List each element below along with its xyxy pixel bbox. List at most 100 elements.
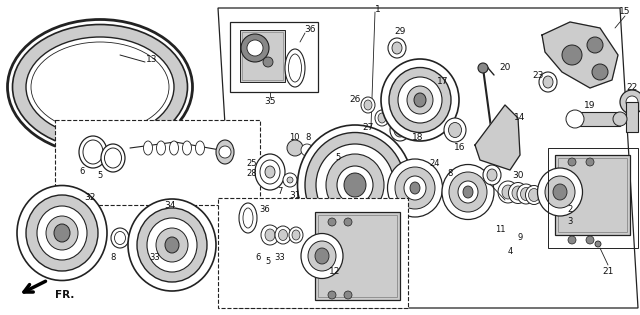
Ellipse shape — [275, 226, 291, 244]
Ellipse shape — [509, 182, 527, 203]
Bar — [230, 22, 318, 92]
Circle shape — [566, 110, 584, 128]
Text: 3: 3 — [567, 217, 573, 226]
Text: 24: 24 — [429, 158, 440, 168]
Text: 8: 8 — [110, 254, 116, 262]
Circle shape — [562, 45, 582, 65]
Ellipse shape — [395, 167, 435, 209]
Circle shape — [283, 173, 297, 187]
Ellipse shape — [13, 25, 188, 150]
Ellipse shape — [381, 59, 459, 141]
Ellipse shape — [364, 100, 372, 110]
Text: 9: 9 — [517, 233, 523, 243]
Circle shape — [344, 291, 352, 299]
Ellipse shape — [26, 195, 98, 271]
Text: 18: 18 — [412, 134, 424, 142]
Ellipse shape — [144, 234, 150, 242]
Text: 15: 15 — [620, 8, 631, 16]
Ellipse shape — [316, 144, 394, 226]
Ellipse shape — [216, 140, 234, 164]
Ellipse shape — [292, 230, 300, 240]
Ellipse shape — [128, 199, 216, 291]
Text: 16: 16 — [454, 144, 466, 152]
Text: 1: 1 — [375, 5, 381, 14]
Ellipse shape — [407, 86, 433, 114]
Ellipse shape — [502, 185, 514, 199]
Ellipse shape — [8, 20, 193, 154]
Ellipse shape — [444, 118, 466, 142]
Bar — [626, 102, 638, 132]
Ellipse shape — [305, 133, 405, 238]
Ellipse shape — [165, 237, 179, 253]
Circle shape — [595, 241, 601, 247]
Ellipse shape — [375, 110, 389, 126]
Text: 11: 11 — [495, 226, 505, 234]
Bar — [315, 212, 400, 300]
Bar — [218, 198, 408, 308]
Ellipse shape — [398, 77, 442, 123]
Text: 2: 2 — [568, 205, 573, 215]
Ellipse shape — [308, 241, 336, 271]
Ellipse shape — [337, 166, 373, 204]
Text: 5: 5 — [335, 153, 340, 163]
Ellipse shape — [137, 208, 207, 282]
Circle shape — [287, 140, 303, 156]
Ellipse shape — [389, 67, 451, 133]
Ellipse shape — [543, 76, 553, 88]
Ellipse shape — [387, 159, 442, 217]
Bar — [318, 215, 397, 297]
Ellipse shape — [390, 119, 410, 141]
Ellipse shape — [153, 232, 163, 244]
Circle shape — [344, 218, 352, 226]
Text: 8: 8 — [305, 134, 310, 142]
Text: 26: 26 — [349, 95, 361, 105]
Ellipse shape — [147, 218, 197, 272]
Circle shape — [241, 34, 269, 62]
Ellipse shape — [31, 42, 169, 132]
Text: 34: 34 — [164, 201, 176, 209]
Circle shape — [626, 96, 638, 108]
Bar — [555, 155, 630, 235]
Bar — [558, 158, 627, 232]
Circle shape — [620, 90, 640, 114]
Ellipse shape — [155, 234, 161, 242]
Text: 13: 13 — [147, 55, 157, 65]
Ellipse shape — [301, 233, 343, 278]
Ellipse shape — [410, 182, 420, 194]
Ellipse shape — [458, 181, 478, 203]
Ellipse shape — [404, 176, 426, 200]
Ellipse shape — [115, 232, 125, 244]
Ellipse shape — [133, 234, 139, 242]
Ellipse shape — [166, 234, 172, 242]
Polygon shape — [542, 22, 618, 88]
Text: 35: 35 — [264, 98, 276, 106]
Text: 10: 10 — [289, 134, 300, 142]
Text: 32: 32 — [84, 193, 96, 203]
Text: 25: 25 — [247, 158, 257, 168]
Text: 12: 12 — [330, 267, 340, 277]
Text: 28: 28 — [246, 169, 257, 179]
Bar — [55, 120, 260, 205]
Circle shape — [592, 64, 608, 80]
Ellipse shape — [143, 141, 152, 155]
Ellipse shape — [449, 123, 461, 138]
Ellipse shape — [261, 225, 279, 245]
Ellipse shape — [111, 228, 129, 248]
Ellipse shape — [37, 206, 87, 260]
Ellipse shape — [101, 144, 125, 172]
Ellipse shape — [538, 168, 582, 216]
Text: 19: 19 — [584, 100, 596, 110]
Ellipse shape — [539, 72, 557, 92]
Ellipse shape — [392, 42, 402, 54]
Text: 5: 5 — [266, 257, 271, 266]
Text: 8: 8 — [447, 169, 452, 177]
Ellipse shape — [449, 172, 487, 212]
Circle shape — [328, 291, 336, 299]
Bar — [575, 112, 620, 126]
Ellipse shape — [512, 186, 524, 200]
Ellipse shape — [326, 154, 384, 216]
Ellipse shape — [239, 203, 257, 233]
Text: 7: 7 — [277, 187, 283, 197]
Text: 36: 36 — [260, 205, 270, 215]
Ellipse shape — [156, 228, 188, 262]
